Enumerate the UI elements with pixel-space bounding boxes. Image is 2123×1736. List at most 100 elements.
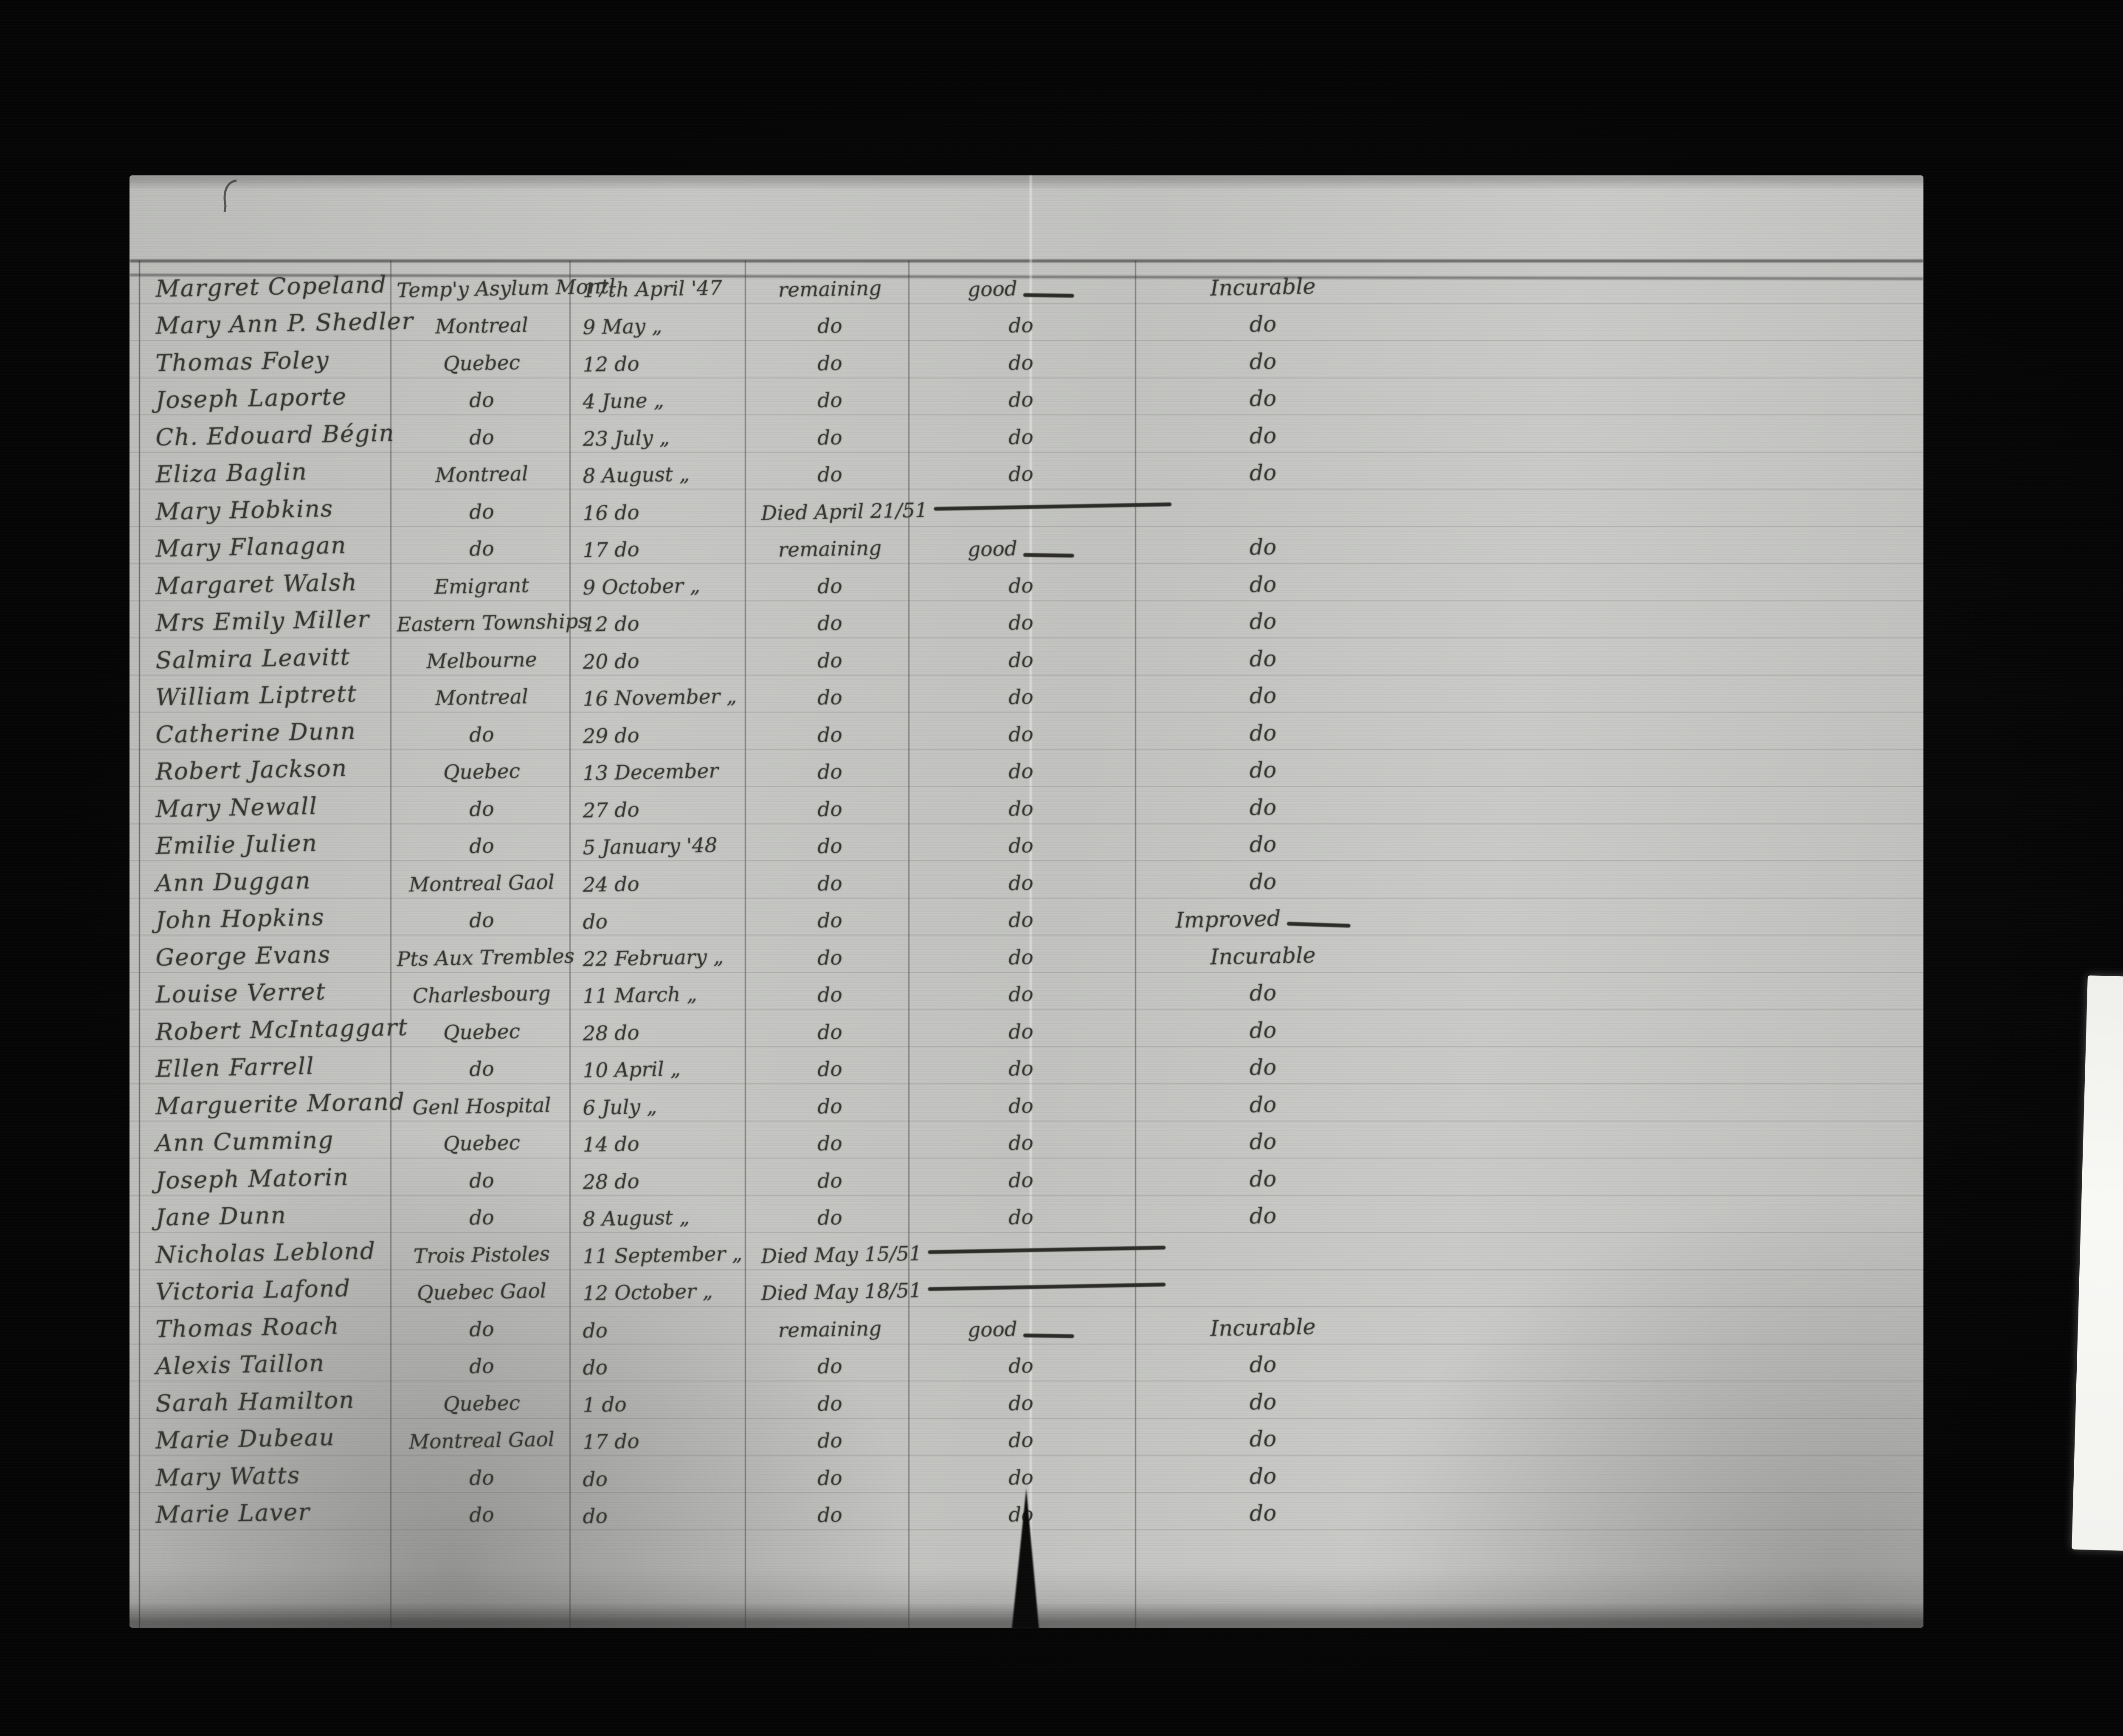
top-rule-line: [130, 259, 1923, 262]
cell-state: do: [817, 871, 843, 896]
pen-stroke: [927, 1282, 1166, 1291]
cell-condition: do: [1008, 871, 1034, 895]
cell-place: Eastern Townships: [396, 609, 588, 637]
ledger-row: George Evans Pts Aux Trembles 22 February …: [130, 936, 1923, 973]
cell-place: do: [469, 908, 495, 933]
cell-prognosis: do: [1249, 1129, 1277, 1155]
cell-prognosis: do: [1249, 832, 1277, 858]
cell-date: do: [582, 910, 608, 934]
cell-condition: do: [1008, 759, 1034, 783]
ledger-row: Ann Duggan Montreal Gaol 24 do do do do: [130, 861, 1923, 899]
cell-state: Died May 18/51: [753, 1274, 1186, 1305]
cell-date: 28 do: [582, 1020, 640, 1046]
cell-prognosis: do: [1249, 349, 1277, 375]
cell-prognosis: do: [1249, 460, 1277, 486]
cell-prognosis: do: [1249, 609, 1277, 635]
cell-name: Joseph Matorin: [155, 1163, 349, 1194]
cell-condition: do: [1008, 722, 1034, 747]
cell-date: 29 do: [582, 723, 640, 748]
ledger-row: Victoria Lafond Quebec Gaol 12 October „ Di…: [130, 1270, 1923, 1307]
cell-name: Mary Ann P. Shedler: [155, 307, 414, 339]
ledger-row: William Liptrett Montreal 16 November „ do d…: [130, 675, 1923, 713]
cell-condition: do: [1008, 1354, 1034, 1378]
cell-name: Salmira Leavitt: [155, 643, 351, 674]
page-tear-wedge: [1012, 1488, 1039, 1629]
cell-name: Robert McIntaggart: [155, 1013, 408, 1046]
cell-state: do: [817, 1206, 843, 1230]
column-line-5: [1135, 260, 1136, 1628]
cell-state: Died April 21/51: [753, 493, 1186, 525]
ledger-row: Thomas Roach do do remaining good Incurable: [130, 1307, 1923, 1344]
ledger-row: Mary Flanagan do 17 do remaining good do: [130, 527, 1923, 564]
cell-condition: good: [919, 1315, 1123, 1342]
cell-name: Emilie Julien: [155, 829, 318, 860]
cell-date: 1 do: [582, 1392, 627, 1417]
cell-state: do: [817, 314, 843, 338]
cell-date: 20 do: [582, 649, 640, 674]
cell-date: 12 October „: [582, 1279, 713, 1305]
cell-condition: do: [1008, 1057, 1034, 1081]
cell-prognosis: do: [1249, 1092, 1277, 1118]
cell-place: do: [469, 1317, 495, 1341]
ledger-row: Alexis Taillon do do do do do: [130, 1344, 1923, 1381]
cell-name: George Evans: [155, 940, 331, 971]
cell-name: William Liptrett: [155, 679, 358, 711]
cell-place: do: [469, 1169, 495, 1193]
cell-date: 4 June „: [582, 389, 664, 414]
cell-date: 6 July „: [582, 1095, 657, 1120]
cell-state: do: [817, 1503, 843, 1527]
cell-date: 5 January '48: [582, 833, 718, 860]
cell-prognosis: do: [1249, 1203, 1277, 1229]
cell-place: Charlesbourg: [412, 982, 551, 1008]
cell-name: Sarah Hamilton: [155, 1386, 355, 1417]
cell-date: 11 March „: [582, 982, 698, 1008]
cell-state: do: [817, 908, 843, 933]
cell-place: do: [469, 500, 495, 524]
cell-name: Mary Watts: [155, 1461, 301, 1491]
ledger-row: Robert Jackson Quebec 13 December do do do: [130, 750, 1923, 787]
cell-place: do: [469, 1466, 495, 1490]
cell-state: do: [817, 685, 843, 710]
ledger-row: Louise Verret Charlesbourg 11 March „ do do d…: [130, 972, 1923, 1010]
cell-place: do: [469, 426, 495, 450]
cell-state: do: [817, 946, 843, 970]
cell-state: Died May 15/51: [753, 1237, 1186, 1268]
cell-prognosis: do: [1249, 1352, 1277, 1378]
cell-place: do: [469, 1206, 495, 1230]
cell-name: Ellen Farrell: [155, 1052, 315, 1082]
column-line-4: [908, 260, 909, 1628]
cell-place: Montreal Gaol: [408, 1427, 555, 1454]
cell-date: 9 October „: [582, 574, 701, 600]
cell-state: do: [817, 723, 843, 747]
ledger-row: Nicholas Leblond Trois Pistoles 11 Septemb…: [130, 1233, 1923, 1270]
cell-condition: do: [1008, 388, 1034, 412]
cell-state: do: [817, 462, 843, 487]
cell-condition: do: [1008, 945, 1034, 969]
cell-place: Quebec: [443, 350, 521, 376]
cell-place: Quebec: [443, 1131, 521, 1156]
archive-reference-en: RG 4, C 1, volume 302: files 1600-1799 o…: [2078, 975, 2123, 1335]
cell-name: Louise Verret: [155, 978, 327, 1008]
cell-date: 10 April „: [582, 1057, 681, 1082]
cell-date: 17 do: [582, 1429, 640, 1454]
cell-place: do: [469, 537, 495, 561]
cell-state: do: [817, 351, 843, 375]
cell-date: 27 do: [582, 798, 640, 823]
cell-name: Catherine Dunn: [155, 717, 357, 748]
pen-stroke: [1023, 553, 1075, 558]
cell-name: Eliza Baglin: [155, 458, 308, 488]
cell-prognosis: do: [1249, 683, 1277, 709]
cell-state: do: [817, 1354, 843, 1379]
cell-place: do: [469, 1503, 495, 1527]
cell-prognosis: do: [1249, 535, 1277, 561]
pen-stroke: [927, 1245, 1166, 1254]
cell-date: 28 do: [582, 1169, 640, 1194]
cell-condition: do: [1008, 648, 1034, 672]
cell-state: do: [817, 760, 843, 784]
cell-prognosis: do: [1249, 1501, 1277, 1527]
cell-state: do: [817, 1057, 843, 1082]
ledger-row: Mary Hobkins do 16 do Died April 21/51: [130, 490, 1923, 527]
cell-date: 22 February „: [582, 945, 724, 971]
ledger-row: Joseph Laporte do 4 June „ do do do: [130, 378, 1923, 415]
